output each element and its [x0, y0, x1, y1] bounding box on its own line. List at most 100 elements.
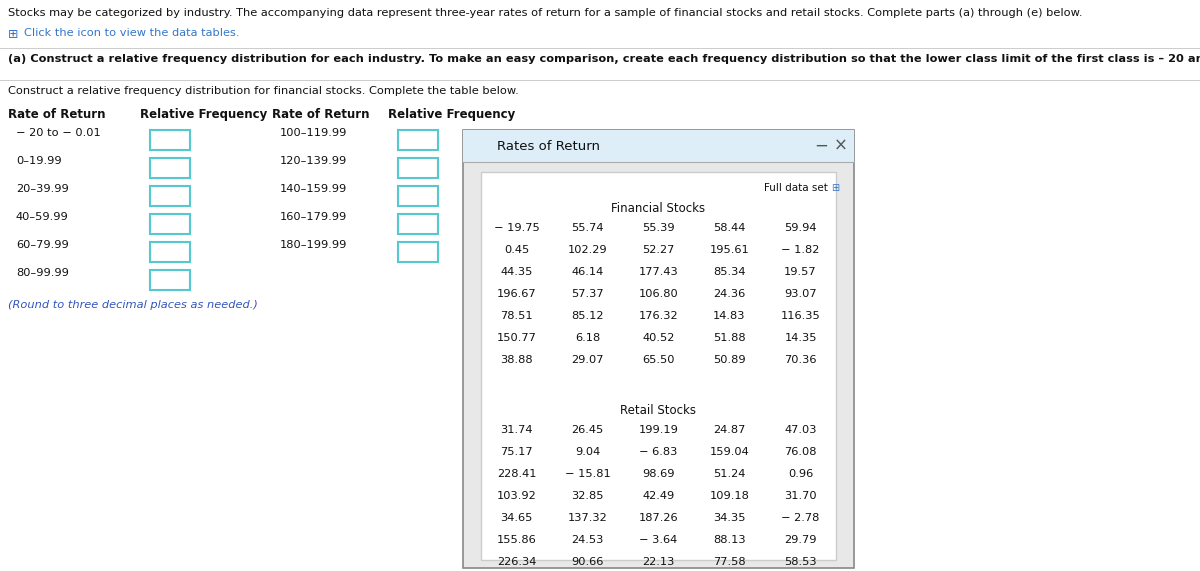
Text: − 15.81: − 15.81 [565, 469, 611, 479]
Text: 24.53: 24.53 [571, 535, 604, 545]
Text: − 6.83: − 6.83 [640, 447, 678, 457]
Text: 34.35: 34.35 [713, 513, 745, 523]
Text: 19.57: 19.57 [784, 267, 817, 277]
Text: 199.19: 199.19 [638, 425, 678, 435]
Text: 40–59.99: 40–59.99 [16, 212, 68, 222]
Text: 24.36: 24.36 [713, 289, 745, 299]
Text: 90.66: 90.66 [571, 557, 604, 567]
Text: 109.18: 109.18 [709, 491, 750, 501]
Text: 75.17: 75.17 [500, 447, 533, 457]
Text: 160–179.99: 160–179.99 [280, 212, 347, 222]
Text: 38.88: 38.88 [500, 355, 533, 365]
Text: 14.35: 14.35 [785, 333, 817, 343]
Text: Rates of Return: Rates of Return [497, 139, 600, 152]
Text: 0.96: 0.96 [788, 469, 814, 479]
Text: 196.67: 196.67 [497, 289, 536, 299]
Text: 88.13: 88.13 [713, 535, 746, 545]
Text: 58.53: 58.53 [784, 557, 817, 567]
Text: 159.04: 159.04 [709, 447, 749, 457]
Text: 85.12: 85.12 [571, 311, 604, 321]
Text: 60–79.99: 60–79.99 [16, 240, 68, 250]
Text: 116.35: 116.35 [781, 311, 821, 321]
Text: 80–99.99: 80–99.99 [16, 268, 68, 278]
Text: 31.74: 31.74 [500, 425, 533, 435]
Text: −: − [814, 137, 828, 155]
Text: Retail Stocks: Retail Stocks [620, 404, 696, 416]
Text: 77.58: 77.58 [713, 557, 746, 567]
Text: ⊞: ⊞ [830, 183, 839, 193]
Text: 57.37: 57.37 [571, 289, 604, 299]
Text: 102.29: 102.29 [568, 245, 607, 255]
Text: i: i [478, 139, 482, 152]
Text: 51.24: 51.24 [713, 469, 745, 479]
Text: 42.49: 42.49 [642, 491, 674, 501]
Text: 140–159.99: 140–159.99 [280, 184, 347, 194]
Text: 9.04: 9.04 [575, 447, 600, 457]
Text: 32.85: 32.85 [571, 491, 604, 501]
Text: Rate of Return: Rate of Return [8, 108, 106, 121]
Text: Financial Stocks: Financial Stocks [612, 202, 706, 215]
Text: 226.34: 226.34 [497, 557, 536, 567]
Text: 46.14: 46.14 [571, 267, 604, 277]
Text: Relative Frequency: Relative Frequency [140, 108, 268, 121]
Text: − 1.82: − 1.82 [781, 245, 820, 255]
Text: 58.44: 58.44 [713, 223, 745, 233]
Text: 137.32: 137.32 [568, 513, 607, 523]
Text: 20–39.99: 20–39.99 [16, 184, 68, 194]
Text: 70.36: 70.36 [785, 355, 817, 365]
Text: − 19.75: − 19.75 [493, 223, 539, 233]
Text: Relative Frequency: Relative Frequency [388, 108, 515, 121]
Text: 6.18: 6.18 [575, 333, 600, 343]
Text: (a) Construct a relative frequency distribution for each industry. To make an ea: (a) Construct a relative frequency distr… [8, 54, 1200, 64]
Text: 187.26: 187.26 [638, 513, 678, 523]
Text: 31.70: 31.70 [784, 491, 817, 501]
Text: 103.92: 103.92 [497, 491, 536, 501]
Text: 55.39: 55.39 [642, 223, 674, 233]
Text: 40.52: 40.52 [642, 333, 674, 343]
Text: 14.83: 14.83 [713, 311, 745, 321]
Text: 55.74: 55.74 [571, 223, 604, 233]
Text: ×: × [834, 137, 848, 155]
Text: 26.45: 26.45 [571, 425, 604, 435]
Text: 100–119.99: 100–119.99 [280, 128, 347, 138]
Text: − 2.78: − 2.78 [781, 513, 820, 523]
Text: 44.35: 44.35 [500, 267, 533, 277]
Text: Full data set: Full data set [764, 183, 828, 193]
Text: 180–199.99: 180–199.99 [280, 240, 347, 250]
Text: ⊞: ⊞ [8, 28, 18, 41]
Text: 176.32: 176.32 [638, 311, 678, 321]
Text: Click the icon to view the data tables.: Click the icon to view the data tables. [24, 28, 240, 38]
Text: 29.07: 29.07 [571, 355, 604, 365]
Text: 106.80: 106.80 [638, 289, 678, 299]
Text: 93.07: 93.07 [784, 289, 817, 299]
Text: 22.13: 22.13 [642, 557, 674, 567]
Text: 34.65: 34.65 [500, 513, 533, 523]
Text: 0–19.99: 0–19.99 [16, 156, 61, 166]
Text: 155.86: 155.86 [497, 535, 536, 545]
Text: 150.77: 150.77 [497, 333, 536, 343]
Text: 52.27: 52.27 [642, 245, 674, 255]
Text: 0.45: 0.45 [504, 245, 529, 255]
Text: 65.50: 65.50 [642, 355, 674, 365]
Text: 47.03: 47.03 [785, 425, 817, 435]
Text: Stocks may be categorized by industry. The accompanying data represent three-yea: Stocks may be categorized by industry. T… [8, 8, 1082, 18]
Text: Rate of Return: Rate of Return [272, 108, 370, 121]
Circle shape [469, 135, 491, 158]
Text: 59.94: 59.94 [785, 223, 817, 233]
Text: − 20 to − 0.01: − 20 to − 0.01 [16, 128, 101, 138]
Text: 51.88: 51.88 [713, 333, 746, 343]
Text: 78.51: 78.51 [500, 311, 533, 321]
Text: 120–139.99: 120–139.99 [280, 156, 347, 166]
Text: − 3.64: − 3.64 [640, 535, 678, 545]
Text: 98.69: 98.69 [642, 469, 674, 479]
Text: 76.08: 76.08 [785, 447, 817, 457]
Text: 85.34: 85.34 [713, 267, 745, 277]
Text: 29.79: 29.79 [785, 535, 817, 545]
Text: 24.87: 24.87 [713, 425, 745, 435]
Text: 228.41: 228.41 [497, 469, 536, 479]
Text: 195.61: 195.61 [709, 245, 749, 255]
Text: 177.43: 177.43 [638, 267, 678, 277]
Text: (Round to three decimal places as needed.): (Round to three decimal places as needed… [8, 300, 258, 310]
Text: 50.89: 50.89 [713, 355, 746, 365]
Text: Construct a relative frequency distribution for financial stocks. Complete the t: Construct a relative frequency distribut… [8, 86, 518, 96]
